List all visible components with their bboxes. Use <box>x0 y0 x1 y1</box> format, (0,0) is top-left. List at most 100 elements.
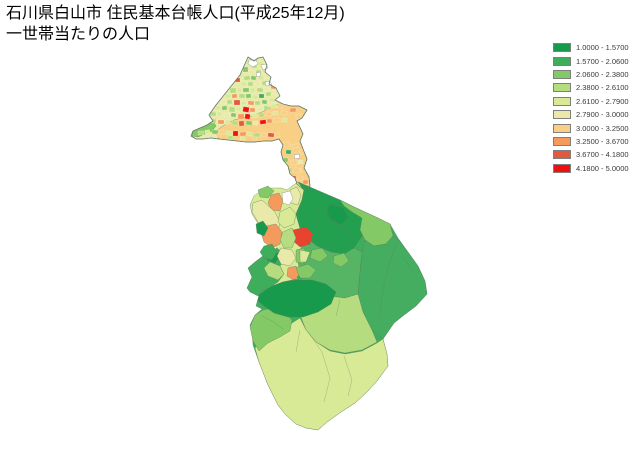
transition-cell <box>277 206 297 229</box>
transition-cell <box>295 263 317 279</box>
inner-border <box>295 329 301 353</box>
district-cell <box>247 81 254 87</box>
legend-item: 3.2500 - 3.6700 <box>553 135 629 148</box>
district-cell <box>249 87 256 94</box>
district-cell <box>291 143 299 149</box>
district-cell <box>277 103 284 109</box>
district-cell <box>280 110 288 116</box>
legend-item: 2.7900 - 3.0000 <box>553 108 629 121</box>
district-cell <box>266 118 273 124</box>
district-cell <box>297 159 304 165</box>
inner-border <box>307 331 331 403</box>
legend-item: 3.0000 - 3.2500 <box>553 121 629 134</box>
district-cell <box>227 135 234 140</box>
district-cell <box>260 132 267 138</box>
district-cell <box>238 93 246 99</box>
district-cell <box>218 129 225 135</box>
district-cell <box>251 136 258 141</box>
district-cell <box>225 130 233 136</box>
transition-cell <box>257 185 275 199</box>
district-cell <box>254 100 261 106</box>
district-dark-band <box>257 279 337 318</box>
legend-swatch <box>553 96 571 106</box>
legend-swatch <box>553 150 571 160</box>
district-cell <box>240 81 248 87</box>
district-cell <box>229 87 237 94</box>
district-cell <box>204 129 211 135</box>
district-cell <box>251 113 259 119</box>
district-cell <box>223 112 231 118</box>
district-cell <box>215 133 222 138</box>
inner-border <box>261 315 285 331</box>
district-cell <box>263 105 270 111</box>
legend-item: 1.5700 - 2.0600 <box>553 54 629 67</box>
legend-label: 3.2500 - 3.6700 <box>576 136 629 146</box>
inner-border <box>335 299 341 317</box>
inner-border <box>315 201 323 241</box>
district-cell <box>246 131 253 137</box>
district-cell <box>251 94 259 100</box>
legend-label: 2.6100 - 2.7900 <box>576 96 629 106</box>
district-cell <box>265 91 272 97</box>
district-cell <box>203 118 211 124</box>
legend-swatch <box>553 136 571 146</box>
page-subtitle: 一世帯当たりの人口 <box>6 26 151 43</box>
district-cell <box>242 106 250 113</box>
district-cell <box>242 87 250 93</box>
district-cell <box>243 75 251 81</box>
legend-item: 2.0600 - 2.3800 <box>553 68 629 81</box>
district-cell <box>272 110 279 116</box>
district-south-pale <box>254 317 389 431</box>
map-hole <box>255 71 262 78</box>
district-cell <box>302 179 309 185</box>
district-cell <box>267 132 275 138</box>
district-cell <box>242 66 249 73</box>
district-cell <box>224 119 231 125</box>
legend-label: 2.0600 - 2.3800 <box>576 69 629 79</box>
legend-swatch <box>553 56 571 66</box>
district-cell <box>211 129 219 135</box>
district-cell <box>274 132 281 138</box>
transition-cell <box>332 252 350 268</box>
legend-swatch <box>553 43 571 53</box>
district-cell <box>238 120 245 127</box>
legend-swatch <box>553 110 571 120</box>
district-cell <box>221 105 228 111</box>
title-block: 石川県白山市 住民基本台帳人口(平成25年12月) 一世帯当たりの人口 <box>6 3 345 45</box>
district-cell <box>265 111 273 117</box>
legend-item: 3.6700 - 4.1800 <box>553 148 629 161</box>
district-cell <box>258 112 265 118</box>
district-cell <box>230 112 237 118</box>
page-title: 石川県白山市 住民基本台帳人口(平成25年12月) <box>6 5 345 22</box>
district-cell <box>263 86 270 92</box>
district-cell <box>231 120 239 126</box>
district-cell <box>282 157 289 163</box>
legend-swatch <box>553 83 571 93</box>
transition-cell <box>309 247 329 263</box>
legend-item: 2.6100 - 2.7900 <box>553 95 629 108</box>
inner-border <box>311 195 355 241</box>
district-cell <box>216 111 223 117</box>
district-cell <box>217 119 225 125</box>
district-cell <box>249 107 256 113</box>
district-cell <box>232 130 239 137</box>
north-cell-group <box>197 59 309 185</box>
district-cell <box>290 159 298 166</box>
inner-border <box>403 257 415 275</box>
district-cell <box>297 175 304 181</box>
legend-item: 1.0000 - 1.5700 <box>553 41 629 54</box>
district-cell <box>256 106 264 112</box>
legend-item: 2.3800 - 2.6100 <box>553 81 629 94</box>
district-cell <box>293 167 301 174</box>
district-cell <box>224 93 232 99</box>
legend-label: 4.1800 - 5.0000 <box>576 163 629 173</box>
district-cell <box>250 75 257 81</box>
district-cell <box>219 99 227 105</box>
district-cell <box>273 117 281 123</box>
transition-cell <box>259 243 278 261</box>
district-cell <box>235 106 242 112</box>
legend-swatch <box>553 69 571 79</box>
map-hole <box>281 190 294 206</box>
district-cell <box>270 103 278 109</box>
